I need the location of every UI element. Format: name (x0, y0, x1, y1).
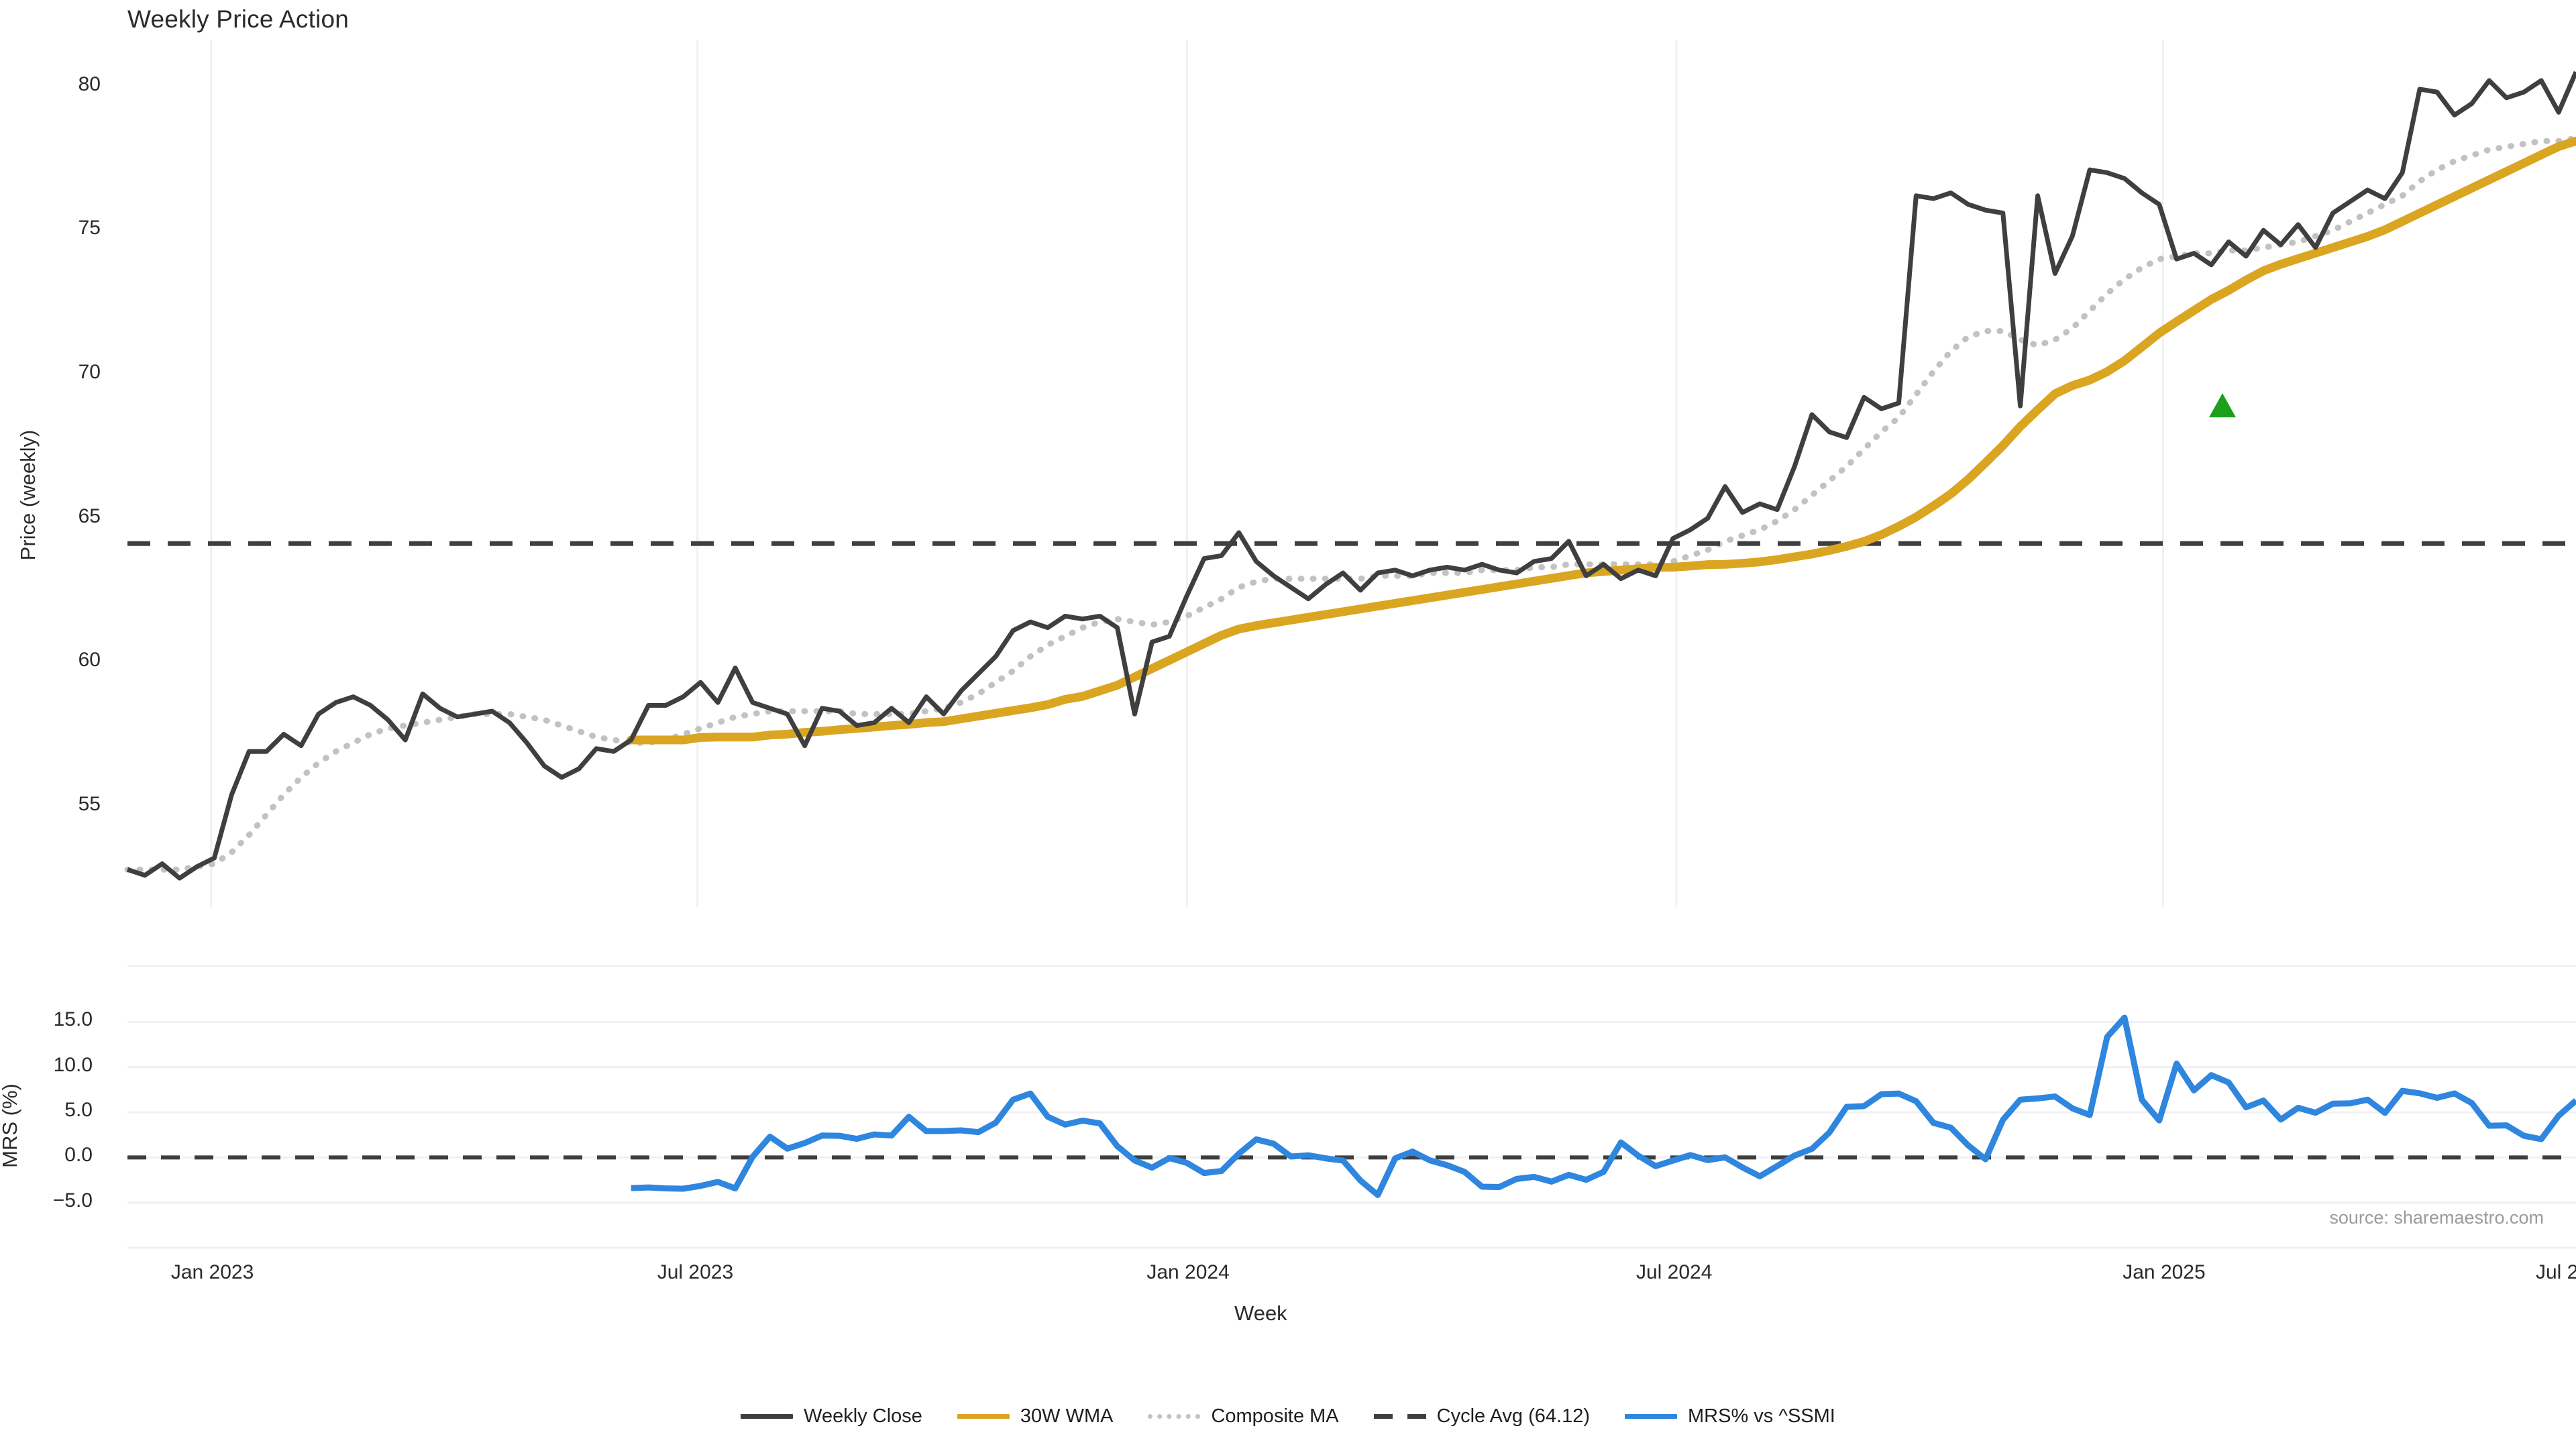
mrs-y-tick: 15.0 (53, 1008, 93, 1031)
legend-item-composite-ma[interactable]: Composite MA (1148, 1405, 1339, 1428)
legend-item-30w-wma[interactable]: 30W WMA (957, 1405, 1114, 1428)
mrs-y-tick: 10.0 (53, 1053, 93, 1076)
legend-swatch-icon (1148, 1408, 1201, 1426)
series-mrs (631, 1014, 2576, 1198)
x-tick: Jul 2023 (657, 1261, 734, 1283)
legend-item-mrs-vs-ssmi[interactable]: MRS% vs ^SSMI (1625, 1405, 1835, 1428)
price-y-tick: 80 (78, 72, 101, 95)
legend-label: MRS% vs ^SSMI (1688, 1405, 1835, 1427)
x-tick: Jan 2024 (1146, 1261, 1230, 1283)
series-weekly-close (126, 70, 2576, 881)
mrs-y-tick: 5.0 (64, 1099, 93, 1122)
legend-label: Composite MA (1211, 1405, 1339, 1427)
legend-label: Weekly Close (804, 1405, 922, 1427)
x-tick: Jan 2023 (170, 1261, 254, 1283)
x-tick: Jul 2024 (1635, 1261, 1713, 1283)
x-tick: Jul 2025 (2536, 1261, 2576, 1283)
price-y-tick: 65 (78, 504, 101, 527)
source-attribution: source: sharemaestro.com (2329, 1208, 2544, 1228)
legend-item-cycle-avg-64-12[interactable]: Cycle Avg (64.12) (1373, 1405, 1590, 1428)
price-y-tick: 55 (78, 792, 101, 815)
legend-item-weekly-close[interactable]: Weekly Close (741, 1405, 922, 1428)
price-y-tick: 60 (78, 649, 101, 672)
buy-signal-marker (2208, 393, 2236, 418)
legend-label: 30W WMA (1020, 1405, 1114, 1427)
legend-swatch-icon (741, 1408, 794, 1426)
x-axis-label: Week (1234, 1301, 1287, 1325)
mrs-y-tick: 0.0 (64, 1144, 93, 1167)
price-y-tick: 75 (78, 217, 101, 239)
legend-label: Cycle Avg (64.12) (1436, 1405, 1590, 1427)
legend-swatch-icon (1373, 1408, 1426, 1426)
legend-swatch-icon (957, 1408, 1010, 1426)
mrs-y-tick: −5.0 (52, 1189, 93, 1212)
legend-swatch-icon (1625, 1408, 1677, 1426)
series-30w-wma (627, 136, 2576, 745)
price-y-tick: 70 (78, 360, 101, 383)
chart-legend: Weekly Close 30W WMA Composite MA Cycle Avg… (0, 1405, 2576, 1428)
page-title: Weekly Price Action (127, 5, 350, 33)
x-tick: Jan 2025 (2123, 1261, 2206, 1283)
series-composite-ma (124, 135, 2576, 873)
